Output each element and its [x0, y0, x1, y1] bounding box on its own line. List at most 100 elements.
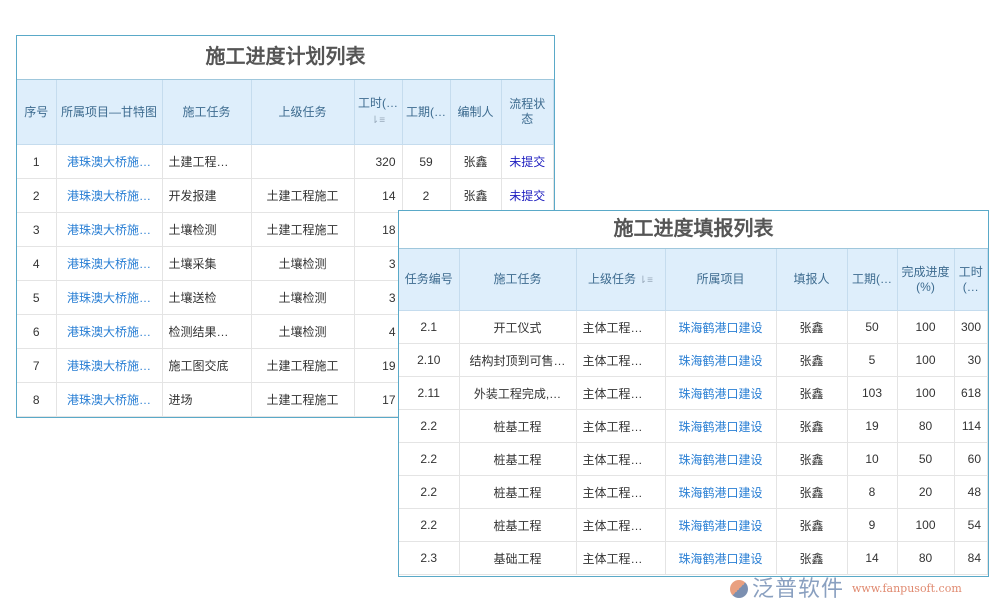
plan-cell[interactable]: 港珠澳大桥施…: [56, 178, 163, 213]
report-cell: 114: [954, 409, 988, 443]
report-cell: 10: [847, 442, 898, 476]
report-cell: 84: [954, 541, 988, 575]
report-cell[interactable]: 珠海鹤港口建设: [665, 508, 777, 542]
report-column-header[interactable]: 上级任务 ⇂≡: [576, 249, 666, 311]
plan-column-header[interactable]: 工期(…: [402, 80, 451, 145]
report-cell: 开工仪式: [459, 310, 577, 344]
report-column-header[interactable]: 所属项目: [665, 249, 777, 311]
plan-cell: 土壤检测: [251, 246, 355, 281]
column-header-label: 流程状态: [509, 97, 546, 126]
table-row[interactable]: 2.2 桩基工程 主体工程… 珠海鹤港口建设 张鑫 8 20 48: [399, 475, 988, 509]
report-cell: 张鑫: [776, 310, 848, 344]
report-cell[interactable]: 珠海鹤港口建设: [665, 442, 777, 476]
report-cell: 2.3: [399, 541, 460, 575]
report-column-header[interactable]: 施工任务: [459, 249, 577, 311]
report-cell: 主体工程…: [576, 475, 666, 509]
report-cell: 张鑫: [776, 409, 848, 443]
table-row[interactable]: 2.11 外装工程完成,… 主体工程… 珠海鹤港口建设 张鑫 103 100 618: [399, 376, 988, 410]
table-row[interactable]: 1 港珠澳大桥施… 土建工程… 320 59 张鑫 未提交: [17, 144, 554, 179]
plan-cell: 17: [354, 382, 403, 417]
report-cell: 48: [954, 475, 988, 509]
report-cell: 100: [897, 376, 955, 410]
plan-cell: 3: [354, 246, 403, 281]
column-header-label: 填报人: [793, 272, 830, 286]
report-cell: 100: [897, 508, 955, 542]
report-column-header[interactable]: 完成进度(%): [897, 249, 955, 311]
sort-icon[interactable]: ⇂≡: [636, 274, 653, 286]
report-column-header[interactable]: 填报人: [776, 249, 848, 311]
plan-cell: [251, 144, 355, 179]
report-cell: 主体工程…: [576, 541, 666, 575]
plan-cell[interactable]: 港珠澳大桥施…: [56, 144, 163, 179]
plan-cell[interactable]: 港珠澳大桥施…: [56, 246, 163, 281]
table-row[interactable]: 2.3 基础工程 主体工程… 珠海鹤港口建设 张鑫 14 80 84: [399, 541, 988, 575]
report-cell: 2.2: [399, 475, 460, 509]
table-row[interactable]: 2.10 结构封顶到可售… 主体工程… 珠海鹤港口建设 张鑫 5 100 30: [399, 343, 988, 377]
report-cell[interactable]: 珠海鹤港口建设: [665, 541, 777, 575]
plan-cell: 土建工程施工: [251, 178, 355, 213]
table-row[interactable]: 2.2 桩基工程 主体工程… 珠海鹤港口建设 张鑫 19 80 114: [399, 409, 988, 443]
plan-column-header[interactable]: 上级任务: [251, 80, 355, 145]
report-cell: 2.1: [399, 310, 460, 344]
plan-cell: 土建工程…: [162, 144, 252, 179]
plan-cell[interactable]: 港珠澳大桥施…: [56, 382, 163, 417]
report-cell: 主体工程…: [576, 310, 666, 344]
plan-cell[interactable]: 港珠澳大桥施…: [56, 280, 163, 315]
report-column-header[interactable]: 工时(…: [954, 249, 988, 311]
watermark-name: 泛普软件: [752, 576, 845, 601]
plan-cell: 320: [354, 144, 403, 179]
report-cell[interactable]: 珠海鹤港口建设: [665, 475, 777, 509]
plan-cell[interactable]: 港珠澳大桥施…: [56, 212, 163, 247]
plan-cell[interactable]: 未提交: [501, 144, 554, 179]
report-cell: 54: [954, 508, 988, 542]
plan-column-header[interactable]: 流程状态: [501, 80, 554, 145]
plan-cell: 土壤检测: [251, 280, 355, 315]
report-cell: 80: [897, 541, 955, 575]
plan-cell[interactable]: 未提交: [501, 178, 554, 213]
column-header-label: 工时(…: [358, 96, 398, 110]
plan-cell: 张鑫: [450, 178, 502, 213]
plan-column-header[interactable]: 编制人: [450, 80, 502, 145]
report-cell: 618: [954, 376, 988, 410]
report-table: 任务编号 施工任务 上级任务 ⇂≡ 所属项目 填报人 工期(… 完成进度(%) 工时(… 2.1…: [399, 249, 988, 575]
report-cell: 2.2: [399, 442, 460, 476]
table-row[interactable]: 2 港珠澳大桥施… 开发报建 土建工程施工 14 2 张鑫 未提交: [17, 178, 554, 213]
table-row[interactable]: 2.2 桩基工程 主体工程… 珠海鹤港口建设 张鑫 10 50 60: [399, 442, 988, 476]
report-cell[interactable]: 珠海鹤港口建设: [665, 409, 777, 443]
report-column-header[interactable]: 工期(…: [847, 249, 898, 311]
plan-cell: 14: [354, 178, 403, 213]
plan-column-header[interactable]: 工时(… ⇂≡: [354, 80, 403, 145]
column-header-label: 任务编号: [404, 272, 453, 286]
plan-cell[interactable]: 港珠澳大桥施…: [56, 314, 163, 349]
report-cell: 60: [954, 442, 988, 476]
plan-cell: 土壤检测: [162, 212, 252, 247]
report-cell[interactable]: 珠海鹤港口建设: [665, 310, 777, 344]
column-header-label: 工期(…: [852, 272, 892, 286]
report-column-header[interactable]: 任务编号: [399, 249, 460, 311]
column-header-label: 施工任务: [493, 272, 542, 286]
table-row[interactable]: 2.2 桩基工程 主体工程… 珠海鹤港口建设 张鑫 9 100 54: [399, 508, 988, 542]
report-cell: 桩基工程: [459, 442, 577, 476]
report-cell[interactable]: 珠海鹤港口建设: [665, 343, 777, 377]
report-cell: 50: [847, 310, 898, 344]
plan-cell: 4: [354, 314, 403, 349]
report-cell: 张鑫: [776, 475, 848, 509]
report-cell: 80: [897, 409, 955, 443]
plan-cell: 施工图交底: [162, 348, 252, 383]
plan-cell: 5: [17, 280, 57, 315]
construction-report-list-panel: 施工进度填报列表 任务编号 施工任务 上级任务 ⇂≡ 所属项目 填报人 工期(… 完成进度(…: [398, 210, 989, 577]
plan-cell[interactable]: 港珠澳大桥施…: [56, 348, 163, 383]
plan-cell: 土建工程施工: [251, 382, 355, 417]
column-header-label: 所属项目—甘特图: [60, 104, 157, 119]
plan-cell: 59: [402, 144, 451, 179]
table-row[interactable]: 2.1 开工仪式 主体工程… 珠海鹤港口建设 张鑫 50 100 300: [399, 310, 988, 344]
plan-cell: 土壤送检: [162, 280, 252, 315]
watermark-url: www.fanpusoft.com: [852, 582, 962, 595]
plan-column-header[interactable]: 序号: [17, 80, 57, 145]
sort-icon[interactable]: ⇂≡: [370, 115, 386, 126]
plan-column-header[interactable]: 所属项目—甘特图: [56, 80, 163, 145]
report-cell: 2.10: [399, 343, 460, 377]
report-cell[interactable]: 珠海鹤港口建设: [665, 376, 777, 410]
plan-column-header[interactable]: 施工任务: [162, 80, 252, 145]
report-cell: 2.2: [399, 508, 460, 542]
